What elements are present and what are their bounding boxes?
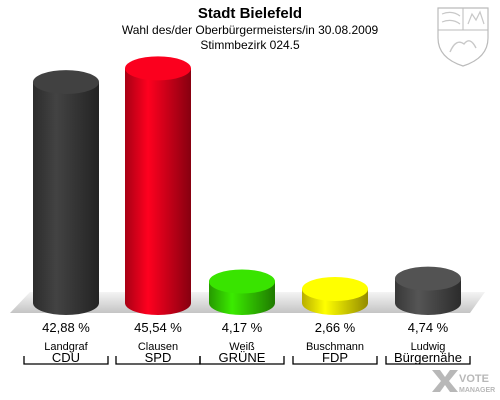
bar-top <box>125 56 191 81</box>
bar-body <box>125 68 191 316</box>
chart-title: Stadt Bielefeld <box>197 5 303 22</box>
votemanager-logo: VOTE MANAGER <box>432 370 495 394</box>
party-label: FDP <box>322 350 348 365</box>
party-bracket <box>292 356 378 365</box>
party-bracket <box>199 356 285 365</box>
party-label: SPD <box>145 350 172 365</box>
bar-clausen <box>125 56 191 316</box>
party-label: GRÜNE <box>219 350 266 365</box>
bar-top <box>33 70 99 95</box>
party-label: CDU <box>52 350 80 365</box>
candidate-label: Landgraf <box>44 341 88 353</box>
value-label: 42,88 % <box>42 320 90 335</box>
nrw-crest-icon <box>437 7 489 67</box>
candidate-label: Weiß <box>229 341 255 353</box>
bar-weiß <box>209 269 275 315</box>
candidate-label: Clausen <box>138 341 178 353</box>
bar-ludwig <box>395 266 461 315</box>
chart-subtitle: Wahl des/der Oberbürgermeisters/in 30.08… <box>121 23 379 37</box>
party-label: Bürgernähe <box>394 350 462 365</box>
bar-body <box>33 82 99 315</box>
bar-landgraf <box>33 70 99 315</box>
bar-top <box>209 269 275 294</box>
value-label: 45,54 % <box>134 320 182 335</box>
party-bracket <box>23 356 109 365</box>
district-label: Stimmbezirk 024.5 <box>200 38 300 52</box>
value-label: 4,17 % <box>222 320 263 335</box>
watermark-text-manager: MANAGER <box>459 387 495 394</box>
bar-top <box>302 277 368 301</box>
bar-buschmann <box>302 277 368 315</box>
party-bracket <box>385 356 471 365</box>
candidate-label: Buschmann <box>306 341 364 353</box>
value-label: 4,74 % <box>408 320 449 335</box>
bar-top <box>395 266 461 291</box>
candidate-label: Ludwig <box>411 341 446 353</box>
value-label: 2,66 % <box>315 320 356 335</box>
watermark-text-vote: VOTE <box>459 373 489 385</box>
